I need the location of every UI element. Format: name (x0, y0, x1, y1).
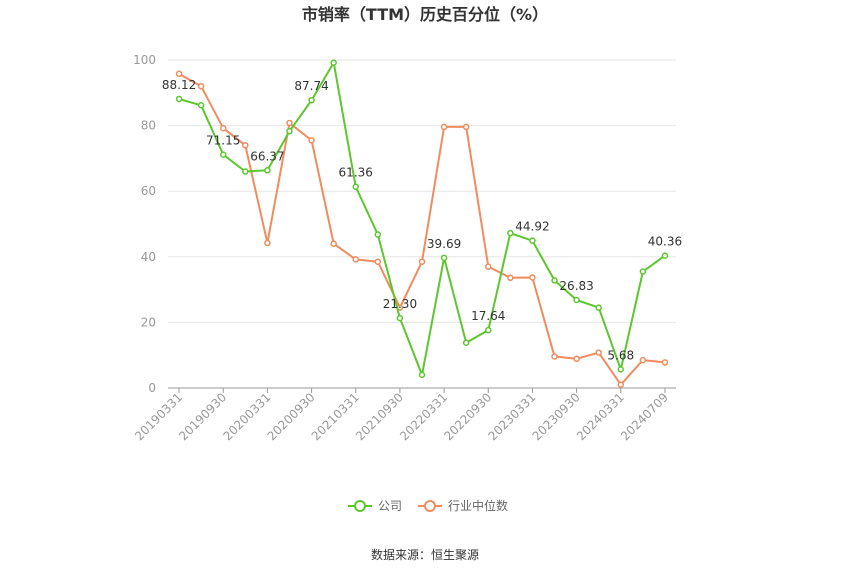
data-point (529, 274, 536, 281)
data-point (639, 356, 647, 364)
data-point (374, 258, 382, 265)
data-point (440, 254, 448, 262)
data-point (219, 151, 227, 158)
legend-item-0[interactable]: 公司 (348, 499, 402, 513)
series-line-1 (178, 72, 666, 386)
data-point (197, 102, 205, 109)
data-point (551, 353, 558, 360)
data-label: 66.37 (250, 149, 284, 163)
data-point (440, 123, 448, 131)
data-label: 17.64 (471, 309, 505, 323)
data-label: 87.74 (294, 79, 328, 93)
y-tick-label: 0 (148, 381, 156, 395)
source-note: 数据来源：恒生聚源 (371, 547, 479, 562)
data-point (286, 127, 293, 135)
data-point (573, 296, 580, 304)
data-label: 21.30 (383, 297, 417, 311)
legend-marker (354, 500, 366, 512)
data-point (661, 252, 669, 259)
y-tick-label: 80 (141, 119, 156, 133)
data-point (330, 240, 337, 247)
legend-label: 行业中位数 (448, 498, 508, 513)
data-point (175, 70, 183, 78)
series-line-0 (178, 61, 666, 376)
y-tick-label: 60 (141, 184, 156, 198)
legend-item-1[interactable]: 行业中位数 (418, 498, 508, 513)
data-point (175, 95, 183, 103)
data-point (330, 59, 337, 66)
data-point (573, 355, 580, 363)
chart-title: 市销率（TTM）历史百分位（%） (302, 5, 548, 24)
data-point (485, 326, 492, 334)
x-tick-label: 20240709 (618, 390, 671, 443)
data-label: 5.68 (607, 348, 634, 362)
data-point (462, 123, 470, 131)
data-label: 39.69 (427, 237, 461, 251)
y-axis-ticks: 0 20 40 60 80 100 (133, 53, 156, 395)
data-point (485, 263, 492, 270)
y-tick-label: 40 (141, 250, 156, 264)
data-point (286, 119, 293, 127)
data-label: 40.36 (648, 235, 682, 249)
data-point (617, 366, 625, 373)
y-tick-label: 20 (141, 315, 156, 329)
data-point (639, 268, 647, 275)
data-point (308, 137, 315, 144)
data-label: 44.92 (515, 220, 549, 234)
data-point (507, 274, 514, 282)
data-point (219, 124, 227, 132)
data-point (242, 168, 249, 175)
data-point (352, 183, 359, 190)
legend-marker (424, 500, 436, 512)
data-point (396, 314, 404, 322)
data-point (418, 258, 426, 265)
x-axis: 2019033120190930202003312020093020210331… (132, 387, 676, 443)
data-point (507, 229, 514, 237)
data-point (595, 304, 602, 311)
data-point (197, 82, 205, 90)
legend[interactable]: 公司 行业中位数 (348, 498, 508, 513)
data-point (595, 349, 602, 356)
data-label: 88.12 (162, 78, 196, 92)
data-point (529, 237, 536, 244)
y-tick-label: 100 (133, 53, 156, 67)
data-point (308, 96, 315, 104)
data-point (374, 231, 382, 238)
data-point (551, 277, 558, 284)
data-point (661, 359, 669, 366)
grid-lines (168, 59, 676, 323)
data-point (617, 381, 625, 388)
data-label: 61.36 (339, 166, 373, 180)
series-layer (175, 59, 669, 388)
data-label: 26.83 (559, 279, 593, 293)
data-point (418, 371, 426, 379)
data-point (242, 142, 249, 149)
data-point (352, 256, 359, 263)
data-labels: 88.12 71.15 66.37 87.74 61.36 21.30 39.69 17.64… (162, 78, 682, 362)
legend-label: 公司 (378, 499, 402, 513)
data-label: 71.15 (206, 134, 240, 148)
data-point (264, 167, 271, 174)
data-point (264, 239, 271, 247)
data-point (462, 339, 470, 346)
